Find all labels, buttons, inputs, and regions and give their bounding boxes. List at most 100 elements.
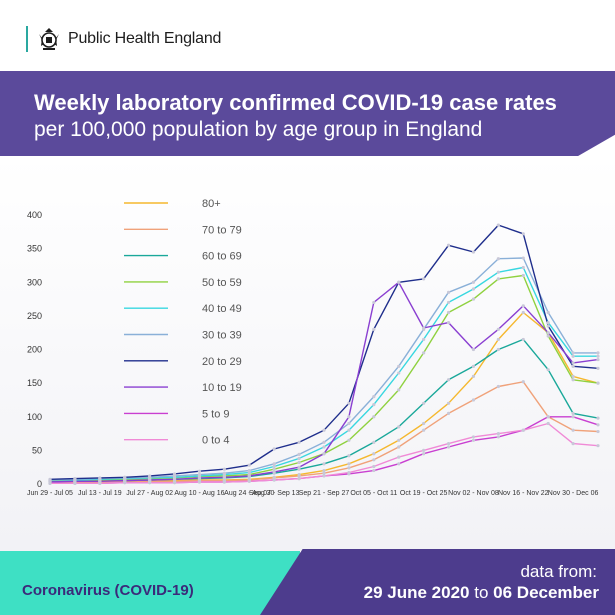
data-point [496,347,500,352]
chart-subtitle: per 100,000 population by age group in E… [34,118,483,141]
data-point [372,458,376,462]
data-point [546,310,550,315]
data-point [397,455,401,459]
y-tick-label: 0 [37,479,42,489]
data-point [272,467,276,471]
data-point [222,471,226,475]
data-point [397,445,401,449]
data-point [148,478,152,482]
chart-title: Weekly laboratory confirmed COVID-19 cas… [34,90,557,115]
data-point [471,374,476,378]
data-point [496,223,500,227]
data-point [48,477,52,481]
data-point [422,452,426,456]
data-point [347,428,351,432]
x-tick-label: Aug 10 - Aug 16 [174,490,224,497]
legend-label: 40 to 49 [202,303,242,315]
data-point [372,327,376,331]
data-point [446,378,451,382]
royal-crest-icon [39,28,59,50]
data-point [347,421,351,426]
data-point [422,351,426,355]
legend-label: 50 to 59 [202,277,242,289]
org-name: Public Health England [68,30,222,47]
data-point [297,460,301,465]
data-point [397,280,401,284]
data-point [571,364,575,368]
data-point [422,401,426,405]
data-point [372,394,376,399]
data-point [546,321,550,325]
data-point [596,381,600,385]
data-point [521,337,525,342]
data-point [471,435,476,439]
data-point [596,351,600,355]
data-point [496,327,500,331]
data-point [596,444,600,448]
data-point [297,477,301,481]
data-point [272,470,276,474]
y-tick-label: 400 [27,210,42,220]
data-point [546,324,550,328]
data-point [272,447,276,451]
date-connector: to [474,583,489,602]
legend-label: 10 to 19 [202,382,242,394]
data-point [372,300,376,305]
line-chart: 0 50 100 150 200 250 300 350 400 Jun 29 - Jul 05 J… [27,198,600,497]
x-tick-label: Oct 19 - Oct 25 [400,490,448,497]
y-tick-label: 200 [27,345,42,355]
data-point [322,445,326,449]
data-point [546,415,550,419]
legend-label: 5 to 9 [202,408,230,420]
data-point [521,256,525,260]
data-point [247,468,251,473]
x-tick-label: Sep 07 - Sep 13 [249,490,300,497]
data-point [546,368,550,372]
data-point [546,334,550,338]
data-point [347,466,351,470]
data-point [496,257,500,261]
data-point [123,475,127,479]
data-point [571,351,575,355]
data-point [596,354,600,358]
data-point [197,469,202,473]
data-point [596,416,600,420]
data-point [422,337,426,342]
data-point [322,471,326,475]
series-line [50,311,599,482]
legend-label: 0 to 4 [202,435,230,447]
y-tick-label: 150 [27,378,42,388]
data-point [446,445,451,449]
data-point [471,438,476,442]
data-point [446,290,451,294]
data-point [521,380,525,384]
data-point [222,475,226,479]
data-point [397,438,401,442]
brand-divider [26,26,28,52]
date-range: 29 June 2020 to 06 December [364,583,599,603]
data-point [496,431,500,436]
data-point [372,403,376,407]
data-point [272,464,276,469]
data-point [372,452,376,456]
data-point [172,472,177,476]
data-point [422,428,426,432]
data-point [322,468,326,473]
x-tick-label: Aug 24 - Aug 30 [224,490,274,497]
series-line [49,281,599,483]
data-point [322,452,326,456]
data-point [372,415,376,419]
data-point [347,462,351,466]
data-point [322,440,326,444]
y-tick-label: 100 [27,412,42,422]
brand: Public Health England [26,24,221,54]
data-point [322,428,326,432]
data-point [422,421,426,426]
data-point [496,277,500,281]
data-point [571,354,575,358]
data-point [422,277,426,281]
data-point [347,438,351,442]
data-point [397,462,401,466]
y-tick-label: 350 [27,244,42,254]
data-point [247,479,251,483]
